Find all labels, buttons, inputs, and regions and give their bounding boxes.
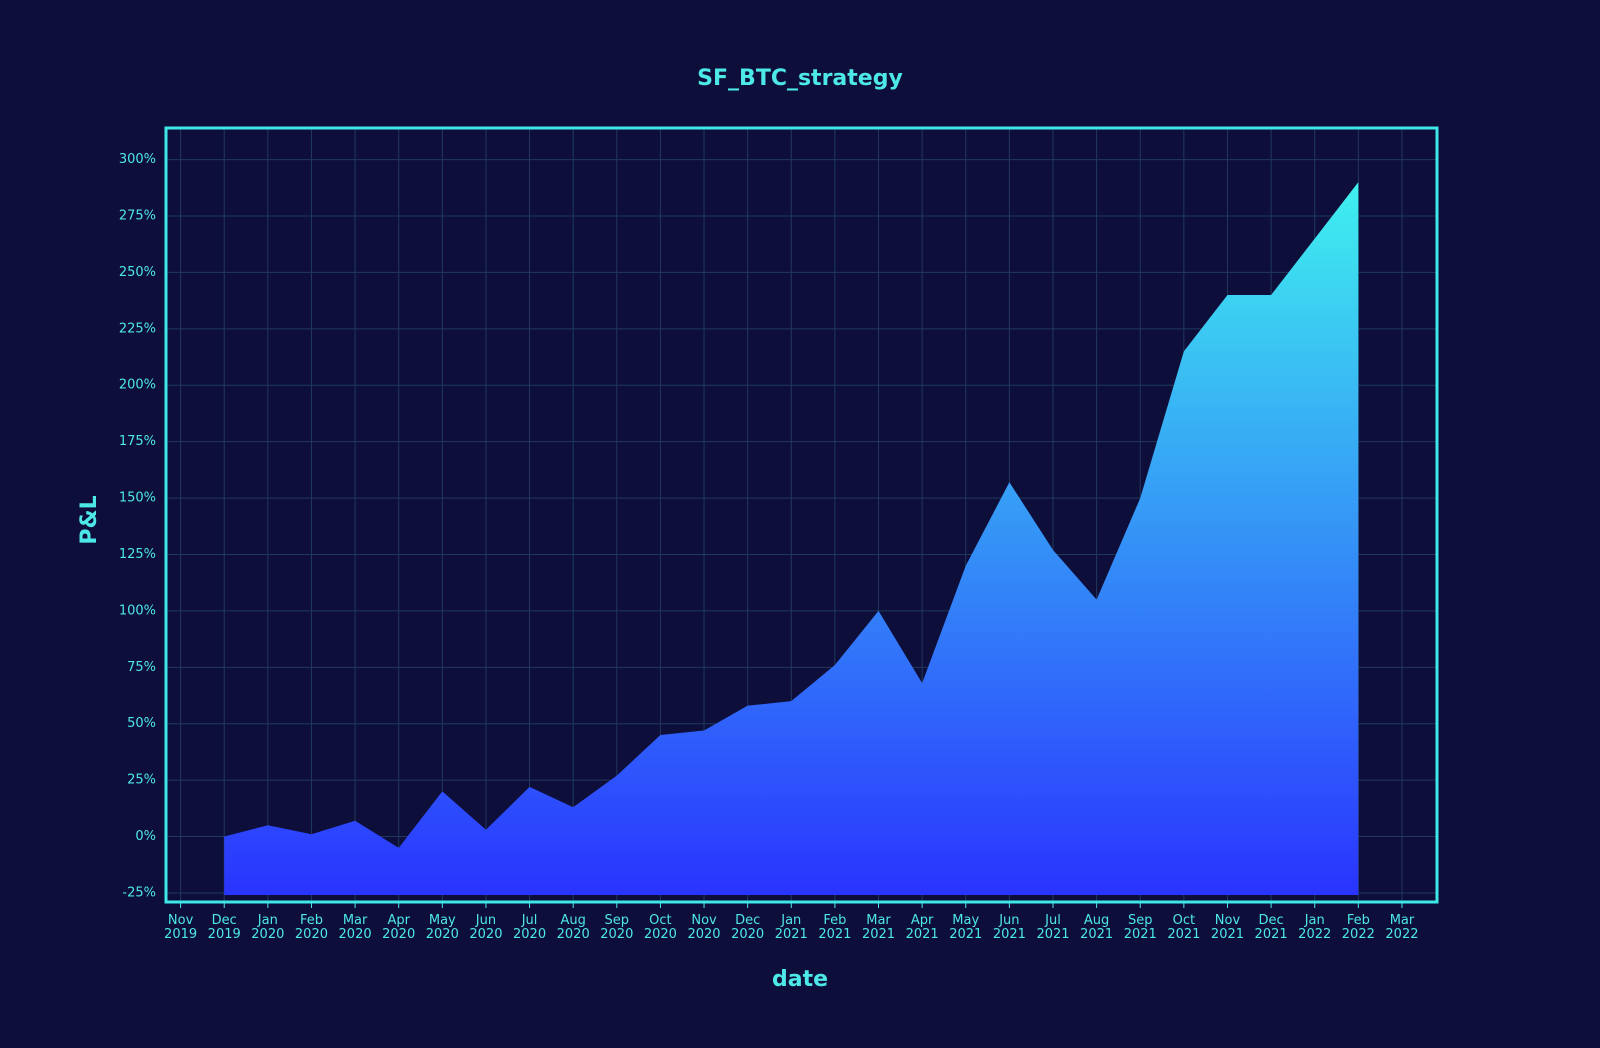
x-tick-label: Oct 2021	[1167, 913, 1201, 942]
x-tick-label: Sep 2021	[1123, 913, 1157, 942]
x-tick-label: Sep 2020	[600, 913, 634, 942]
x-tick-label: Feb 2021	[818, 913, 852, 942]
y-tick-label: 50%	[127, 716, 156, 731]
x-tick-label: Jun 2020	[469, 913, 503, 942]
y-tick-label: 100%	[119, 603, 156, 618]
x-tick-label: Jul 2020	[513, 913, 547, 942]
y-tick-label: 300%	[119, 152, 156, 167]
y-tick-label: 175%	[119, 434, 156, 449]
chart-title: SF_BTC_strategy	[697, 66, 903, 91]
x-tick-label: Dec 2021	[1254, 913, 1288, 942]
x-tick-label: Nov 2020	[687, 913, 721, 942]
x-tick-label: Aug 2020	[556, 913, 590, 942]
x-tick-label: Apr 2020	[382, 913, 416, 942]
x-tick-label: Jun 2021	[992, 913, 1026, 942]
y-axis-label: P&L	[77, 495, 102, 544]
x-tick-label: Oct 2020	[643, 913, 677, 942]
x-tick-label: Feb 2022	[1341, 913, 1375, 942]
x-tick-label: Mar 2020	[338, 913, 372, 942]
x-tick-label: Mar 2021	[861, 913, 896, 942]
y-tick-label: 200%	[119, 378, 156, 393]
y-tick-label: 275%	[119, 209, 156, 224]
y-tick-label: 150%	[119, 491, 156, 506]
y-tick-label: 75%	[127, 660, 156, 675]
x-tick-label: Nov 2021	[1210, 913, 1245, 942]
y-tick-label: 25%	[127, 773, 156, 788]
area	[224, 182, 1359, 895]
y-tick-label: 125%	[119, 547, 156, 562]
x-tick-label: May 2021	[949, 913, 983, 942]
y-tick-label: 225%	[119, 321, 156, 336]
x-axis-label: date	[772, 967, 828, 992]
x-tick-label: Dec 2020	[731, 913, 765, 942]
x-tick-label: Jan 2020	[251, 913, 285, 942]
x-tick-label: Feb 2020	[294, 913, 328, 942]
x-tick-label: Jul 2021	[1036, 913, 1070, 942]
x-tick-label: Apr 2021	[905, 913, 939, 942]
x-tick-label: Jan 2022	[1298, 913, 1332, 942]
y-tick-label: 0%	[135, 829, 156, 844]
x-tick-label: Jan 2021	[774, 913, 808, 942]
x-tick-label: Nov 2019	[164, 913, 198, 942]
x-tick-label: May 2020	[425, 913, 459, 942]
y-tick-label: -25%	[122, 885, 156, 900]
x-tick-label: Dec 2019	[207, 913, 241, 942]
plot-frame	[164, 126, 1439, 904]
y-tick-label: 250%	[119, 265, 156, 280]
x-tick-label: Aug 2021	[1080, 913, 1114, 942]
x-tick-label: Mar 2022	[1385, 913, 1419, 942]
